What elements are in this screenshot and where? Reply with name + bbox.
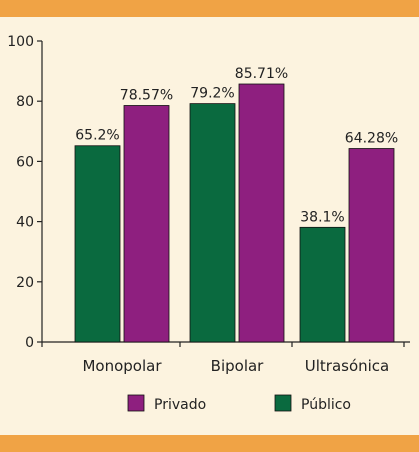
y-tick-label: 20 — [16, 275, 34, 291]
x-category-label: Monopolar — [82, 357, 162, 375]
y-tick-label: 100 — [7, 34, 34, 50]
data-label: 64.28% — [345, 131, 398, 147]
bar-privado-bipolar — [238, 83, 285, 343]
bottom-decorative-band — [0, 435, 419, 452]
x-category-label: Bipolar — [211, 357, 265, 375]
data-label: 85.71% — [235, 66, 288, 82]
legend-swatch-pblico — [274, 394, 292, 412]
x-category-label: Ultrasónica — [305, 357, 390, 375]
data-label: 65.2% — [75, 128, 119, 144]
legend-swatch-privado — [127, 394, 145, 412]
data-label: 78.57% — [120, 88, 173, 104]
bar-pblico-monopolar — [74, 145, 121, 343]
bar-pblico-bipolar — [189, 103, 236, 343]
top-decorative-band — [0, 0, 419, 17]
data-label: 38.1% — [300, 209, 344, 225]
bar-pblico-ultrasnica — [299, 226, 346, 343]
y-tick-label: 0 — [25, 335, 34, 351]
legend-label: Público — [301, 397, 351, 413]
data-label: 79.2% — [190, 86, 234, 102]
y-tick-label: 80 — [16, 94, 34, 110]
y-tick-label: 40 — [16, 215, 34, 231]
legend-label: Privado — [154, 397, 206, 413]
bar-privado-ultrasnica — [348, 148, 395, 343]
y-tick-label: 60 — [16, 154, 34, 170]
bar-privado-monopolar — [123, 105, 170, 343]
